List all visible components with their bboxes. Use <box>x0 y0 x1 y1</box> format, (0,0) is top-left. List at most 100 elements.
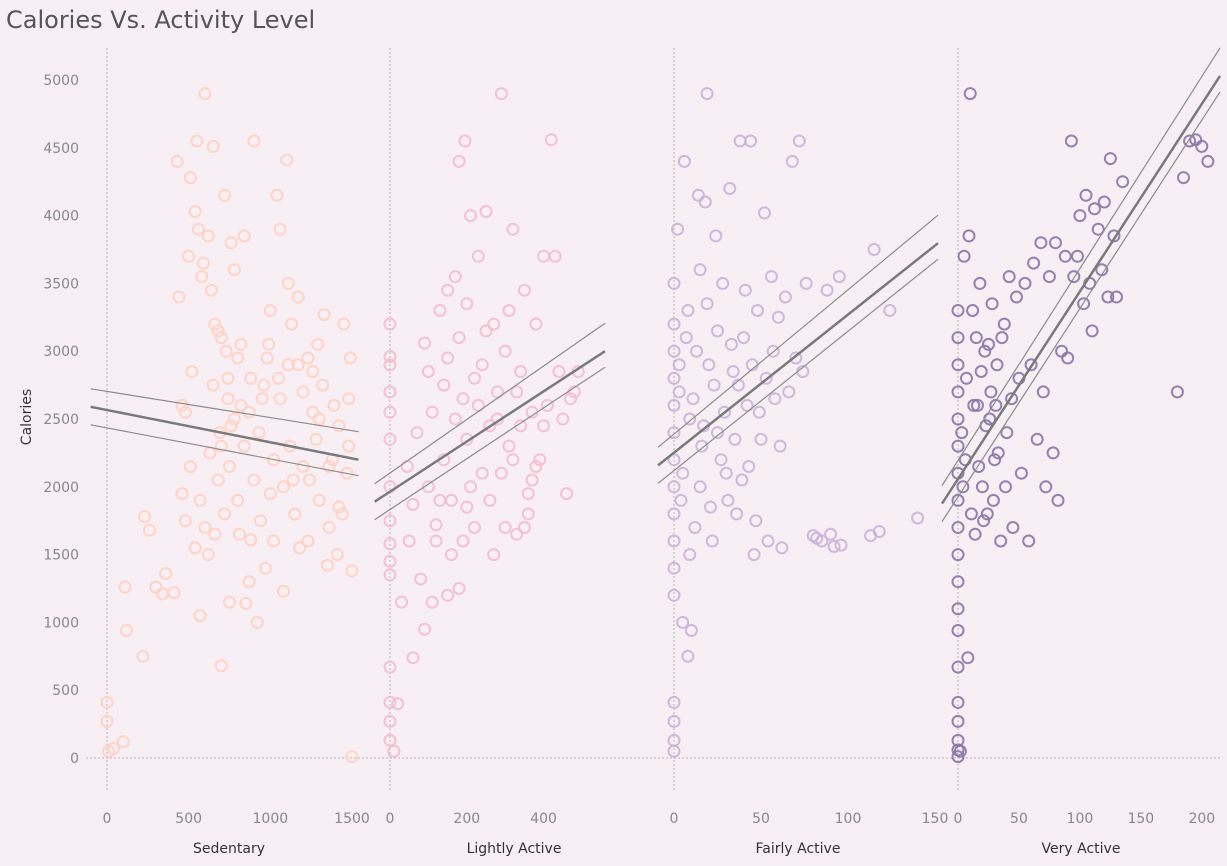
data-point <box>552 365 566 378</box>
x-tick-label: 100 <box>1067 811 1094 827</box>
data-point <box>721 493 735 507</box>
data-point <box>517 283 531 297</box>
data-point <box>820 283 834 297</box>
data-point <box>691 188 705 202</box>
data-point <box>178 405 192 419</box>
data-point <box>1073 209 1087 223</box>
data-point <box>475 466 489 480</box>
data-point <box>1195 139 1209 153</box>
data-point <box>1018 276 1032 290</box>
data-point <box>667 561 681 575</box>
data-point <box>676 466 690 480</box>
data-point <box>799 276 813 290</box>
x-tick-label: 200 <box>453 811 480 827</box>
data-point <box>723 182 737 195</box>
data-point <box>789 351 803 365</box>
data-point <box>418 622 432 636</box>
data-point <box>383 385 397 399</box>
data-point <box>951 385 965 399</box>
data-point <box>1000 426 1014 440</box>
data-point <box>674 493 688 507</box>
data-point <box>211 324 225 338</box>
x-tick-label: 0 <box>103 811 112 827</box>
data-point <box>276 480 290 494</box>
data-point <box>327 398 341 412</box>
data-point <box>667 426 681 440</box>
data-point <box>540 398 554 412</box>
data-point <box>425 595 439 609</box>
data-point <box>1039 480 1053 494</box>
data-point <box>247 473 261 487</box>
data-point <box>448 412 462 426</box>
data-point <box>963 87 977 101</box>
data-point <box>441 283 455 297</box>
data-point <box>700 297 714 311</box>
data-point <box>330 548 344 562</box>
data-point <box>190 134 204 148</box>
data-point <box>303 473 316 487</box>
data-point <box>827 540 841 553</box>
y-tick-label: 500 <box>52 683 79 699</box>
x-tick-label: 400 <box>530 811 557 827</box>
data-point <box>502 439 516 453</box>
data-point <box>208 527 222 541</box>
data-point <box>690 344 704 358</box>
data-point <box>733 134 747 148</box>
data-point <box>1034 236 1048 250</box>
data-point <box>479 324 493 338</box>
data-point <box>234 337 248 351</box>
data-point <box>1064 134 1078 148</box>
data-point <box>433 493 447 507</box>
data-point <box>951 521 965 534</box>
data-point <box>705 534 719 548</box>
data-point <box>742 460 756 473</box>
data-point <box>223 460 236 473</box>
data-point <box>683 548 697 562</box>
data-point <box>208 317 222 331</box>
data-point <box>667 317 681 331</box>
data-point <box>1022 534 1036 548</box>
data-point <box>183 171 197 185</box>
data-point <box>740 398 754 412</box>
data-point <box>834 538 848 552</box>
x-tick-label: 150 <box>922 811 949 827</box>
data-point <box>1036 385 1050 399</box>
data-point <box>231 351 245 365</box>
data-point <box>785 154 799 168</box>
data-point <box>244 533 258 547</box>
data-point <box>195 270 209 284</box>
data-point <box>227 412 241 426</box>
data-point <box>1002 270 1016 284</box>
data-point <box>201 229 215 243</box>
data-point <box>1051 493 1065 507</box>
data-point <box>707 378 721 392</box>
data-point <box>296 460 310 473</box>
data-point <box>544 133 558 147</box>
data-point <box>533 453 547 467</box>
data-point <box>747 548 761 562</box>
data-point <box>312 412 326 426</box>
data-point <box>198 87 212 101</box>
data-point <box>514 419 528 433</box>
data-point <box>281 276 295 290</box>
data-point <box>494 87 508 101</box>
data-point <box>254 514 267 528</box>
data-point <box>702 358 716 372</box>
confidence-band-upper <box>90 388 359 433</box>
data-point <box>206 139 220 153</box>
data-point <box>761 534 775 548</box>
data-point <box>683 412 697 426</box>
data-point <box>383 350 397 364</box>
data-point <box>406 651 420 665</box>
data-point <box>1046 446 1060 460</box>
data-point <box>232 527 246 541</box>
data-point <box>196 256 210 270</box>
data-point <box>991 446 1005 460</box>
data-point <box>667 480 681 494</box>
data-point <box>100 714 114 728</box>
chart-title: Calories Vs. Activity Level <box>6 6 316 34</box>
data-point <box>973 276 987 290</box>
data-point <box>744 134 758 148</box>
